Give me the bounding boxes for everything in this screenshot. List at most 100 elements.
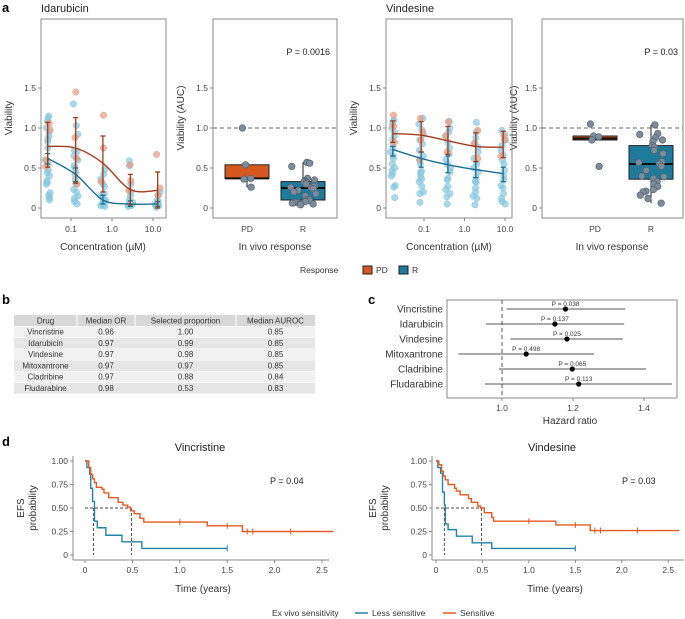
data-point-r — [473, 194, 481, 202]
y-tick-label: 0 — [376, 203, 381, 213]
data-point-r — [472, 118, 480, 126]
y-tick-label: 1.0 — [24, 123, 36, 133]
data-point-r — [152, 203, 160, 211]
forest-drug-label: Idarubicin — [400, 320, 443, 331]
x-tick-label: PD — [241, 224, 253, 234]
legend-swatch-pd — [362, 265, 373, 275]
hazard-ratio-point — [523, 351, 529, 357]
data-point-pd — [416, 114, 424, 122]
x-axis-label: Time (years) — [527, 584, 583, 595]
table-row-bg — [14, 360, 315, 372]
y-tick-label: 0.25 — [410, 527, 427, 537]
p-value-label: P = 0.113 — [565, 376, 593, 383]
median-survival-lines — [85, 507, 132, 555]
table-cell: Cladribine — [27, 373, 64, 382]
table-row-bg — [14, 349, 315, 360]
data-point-r — [390, 183, 398, 191]
panel-label-d: d — [2, 434, 10, 449]
data-point — [658, 136, 667, 144]
plot-frame — [40, 18, 167, 219]
table-cell: Vincristine — [27, 328, 64, 337]
data-point-pd — [126, 161, 134, 169]
data-point — [288, 162, 296, 170]
table-cell: 0.98 — [178, 350, 194, 359]
data-point-pd — [43, 156, 50, 164]
x-tick-label: 2.5 — [662, 565, 674, 575]
table-cell: Fludarabine — [24, 384, 67, 393]
table-cell: 0.84 — [268, 373, 284, 382]
x-tick-label: 10.0 — [145, 224, 162, 234]
data-point-r — [442, 186, 450, 194]
data-point-r — [443, 200, 451, 208]
y-tick-label: 0.25 — [51, 527, 68, 537]
y-tick-label: 0 — [63, 550, 68, 560]
y-tick-label: 1.00 — [51, 456, 68, 466]
vindesine-title: Vindesine — [386, 3, 434, 15]
legend-title: Response — [300, 265, 339, 275]
p-value-label: P = 0.065 — [558, 361, 586, 368]
data-point — [586, 120, 594, 128]
y-tick-label: 0 — [31, 203, 36, 213]
km-curve-less-sensitive — [436, 460, 576, 550]
data-point-pd — [442, 132, 450, 140]
chart-marks: Drug Median OR Selected proportion Median A… — [14, 18, 684, 575]
panel-label-a: a — [2, 0, 10, 15]
table-header-cell: Drug — [37, 317, 54, 326]
x-tick-label: 0 — [434, 565, 439, 575]
data-point — [649, 186, 657, 194]
x-tick-label: 1.4 — [638, 403, 650, 413]
data-point — [247, 174, 255, 182]
km-curve-sensitive — [436, 460, 680, 532]
forest-drug-label: Vincristine — [397, 305, 443, 316]
x-tick-label: 0.1 — [65, 224, 77, 234]
y-tick-label: 0.50 — [410, 503, 427, 513]
legend-label-r: R — [412, 265, 418, 275]
x-tick-label: 0.5 — [477, 565, 489, 575]
data-point-r — [73, 200, 81, 208]
y-axis-label: Viability — [349, 101, 360, 135]
legend-title: Ex vivo sensitivity — [272, 608, 339, 618]
km-curve-sensitive — [85, 460, 334, 533]
y-tick-label: 0.5 — [369, 163, 381, 173]
median-survival-lines — [436, 507, 482, 555]
p-value-label: P = 0.137 — [541, 316, 569, 323]
data-point — [644, 194, 652, 202]
data-point-r — [45, 196, 53, 204]
y-axis-label: probability — [380, 485, 391, 531]
x-tick-label: 1.5 — [221, 565, 233, 575]
data-point — [636, 130, 644, 138]
table-cell: 0.97 — [98, 361, 114, 370]
fit-curve-r — [392, 148, 504, 175]
y-tick-label: 1.5 — [525, 83, 537, 93]
forest-drug-label: Vindesine — [399, 335, 443, 346]
x-tick-label: 0.5 — [126, 565, 138, 575]
data-point — [247, 183, 255, 191]
panel-label-c: c — [368, 292, 375, 307]
data-point — [240, 175, 248, 183]
plot-frame — [385, 18, 513, 219]
y-tick-label: 1.5 — [24, 83, 36, 93]
table-cell: Mitoxantrone — [22, 361, 69, 370]
table-row-bg — [14, 326, 315, 338]
data-point-pd — [474, 126, 482, 134]
data-point-pd — [100, 111, 107, 119]
x-axis-label: In vivo response — [239, 242, 312, 253]
table-row: Mitoxantrone 0.97 0.97 0.85 — [14, 360, 315, 372]
y-tick-label: 1.0 — [525, 123, 537, 133]
table-cell: 0.88 — [178, 373, 194, 382]
x-axis-label: Time (years) — [175, 584, 231, 595]
data-point — [660, 173, 668, 181]
x-tick-label: 0 — [83, 565, 88, 575]
legend-label-sensitive: Sensitive — [460, 608, 495, 618]
p-value-label: P = 0.025 — [553, 331, 581, 338]
table-cell: 0.85 — [268, 339, 284, 348]
x-axis-label: Concentration (µM) — [60, 242, 146, 253]
table-row: Idarubicin 0.97 0.99 0.85 — [14, 337, 315, 349]
p-value: P = 0.0016 — [286, 47, 330, 57]
legend-label-pd: PD — [376, 265, 388, 275]
data-point-r — [416, 190, 424, 198]
x-tick-label: 0.1 — [418, 224, 430, 234]
y-axis-label: EFS — [16, 498, 27, 518]
data-point — [302, 180, 310, 188]
data-point-r — [69, 100, 77, 108]
